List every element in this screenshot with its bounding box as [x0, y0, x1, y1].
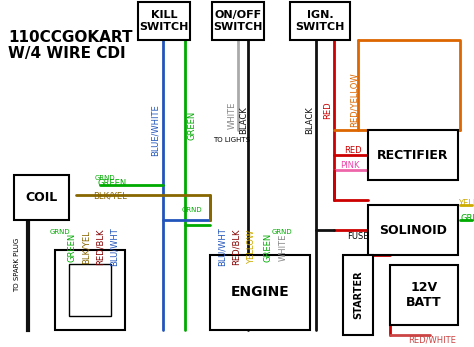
Bar — [212, 2, 264, 40]
Text: CDI: CDI — [78, 283, 102, 296]
Text: GREEN: GREEN — [67, 232, 76, 262]
Bar — [210, 255, 310, 330]
Text: BLU/WHT: BLU/WHT — [218, 228, 227, 266]
Text: FUSE: FUSE — [347, 231, 369, 240]
Text: YELLOW: YELLOW — [458, 198, 474, 208]
Text: BLK/YEL: BLK/YEL — [93, 192, 127, 201]
Bar — [55, 250, 125, 330]
Bar — [290, 2, 350, 40]
Text: PINK: PINK — [340, 161, 360, 169]
Text: WHITE: WHITE — [228, 101, 237, 129]
Text: ON/OFF
SWITCH: ON/OFF SWITCH — [213, 10, 263, 32]
Text: RED: RED — [344, 145, 362, 154]
Text: TO SPARK PLUG: TO SPARK PLUG — [14, 238, 20, 292]
Text: 12V
BATT: 12V BATT — [406, 281, 442, 309]
Bar — [138, 2, 190, 40]
Text: KILL
SWITCH: KILL SWITCH — [139, 10, 189, 32]
Text: GRND: GRND — [182, 207, 202, 213]
Text: GRND: GRND — [272, 229, 292, 235]
Text: GREEN: GREEN — [264, 232, 273, 262]
Text: GREEN: GREEN — [188, 110, 197, 139]
Text: COIL: COIL — [26, 191, 58, 204]
Text: GRND: GRND — [50, 229, 70, 235]
Text: GREEN: GREEN — [97, 178, 127, 187]
Text: RED/YELLOW: RED/YELLOW — [349, 73, 358, 127]
Bar — [368, 130, 458, 180]
Text: RED/WHITE: RED/WHITE — [408, 336, 456, 345]
Text: RED/BLK: RED/BLK — [231, 229, 240, 265]
Text: BLUE/WHITE: BLUE/WHITE — [151, 104, 159, 156]
Text: BLACK: BLACK — [239, 106, 248, 134]
Text: RED: RED — [323, 101, 332, 119]
Text: GRND: GRND — [95, 175, 115, 181]
Text: BLU/WHT: BLU/WHT — [109, 228, 118, 266]
Text: STARTER: STARTER — [353, 271, 363, 319]
Text: BLK/YEL: BLK/YEL — [82, 230, 91, 264]
Text: RED/BLK: RED/BLK — [95, 229, 104, 265]
Bar — [69, 264, 111, 316]
Text: BLACK: BLACK — [306, 106, 315, 134]
Text: YELLOW: YELLOW — [247, 230, 256, 264]
Text: GREEN: GREEN — [460, 213, 474, 222]
Text: TO LIGHTS: TO LIGHTS — [213, 137, 250, 143]
Text: ENGINE: ENGINE — [231, 286, 289, 299]
Text: IGN.
SWITCH: IGN. SWITCH — [295, 10, 345, 32]
Text: 110CCGOKART
W/4 WIRE CDI: 110CCGOKART W/4 WIRE CDI — [8, 30, 133, 61]
Text: SOLINOID: SOLINOID — [379, 223, 447, 237]
Bar — [343, 255, 373, 335]
Bar — [390, 265, 458, 325]
Text: WHITE: WHITE — [279, 233, 288, 261]
Text: RECTIFIER: RECTIFIER — [377, 149, 449, 161]
Bar — [368, 205, 458, 255]
Bar — [14, 175, 69, 220]
